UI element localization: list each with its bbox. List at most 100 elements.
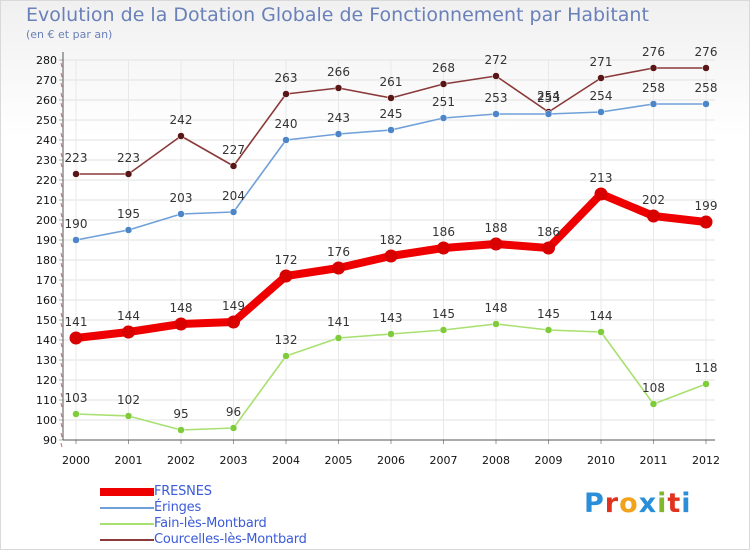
data-point	[122, 325, 135, 339]
data-label: 96	[226, 405, 241, 419]
legend-swatch	[100, 488, 154, 496]
data-point	[229, 162, 238, 170]
data-label: 145	[432, 307, 455, 321]
data-point	[702, 380, 710, 388]
data-point	[702, 100, 710, 108]
data-label: 144	[117, 309, 140, 323]
data-label: 144	[590, 309, 613, 323]
axis-dash	[60, 112, 63, 118]
y-tick-label: 200	[36, 214, 57, 227]
data-point	[387, 126, 395, 134]
data-label: 148	[485, 301, 508, 315]
axis-dash	[60, 302, 63, 308]
data-point	[649, 64, 658, 72]
data-point	[387, 330, 395, 338]
x-tick-label: 2003	[220, 454, 248, 467]
x-tick-label: 2002	[167, 454, 195, 467]
x-tick-label: 2004	[272, 454, 300, 467]
axis-dash	[60, 322, 63, 328]
data-point	[597, 108, 605, 116]
x-tick-label: 2000	[62, 454, 90, 467]
data-point	[124, 226, 133, 234]
y-tick-label: 240	[36, 134, 57, 147]
y-tick-label: 190	[36, 234, 57, 247]
logo-letter: r	[604, 488, 620, 519]
data-point	[124, 412, 133, 420]
axis-dash	[60, 292, 63, 298]
axis-dash	[60, 132, 63, 138]
legend-label: Fain-lès-Montbard	[154, 516, 267, 531]
y-tick-label: 280	[36, 54, 57, 67]
axis-dash	[60, 122, 63, 128]
data-point	[124, 170, 133, 178]
data-label: 240	[275, 117, 298, 131]
y-tick-label: 220	[36, 174, 57, 187]
y-tick-label: 260	[36, 94, 57, 107]
axis-dash	[60, 232, 63, 238]
data-label: 276	[642, 45, 665, 59]
data-point	[334, 130, 343, 138]
data-point	[492, 320, 500, 328]
data-label: 261	[380, 75, 403, 89]
data-label: 176	[327, 245, 350, 259]
data-label: 95	[173, 407, 188, 421]
axis-dash	[60, 142, 63, 148]
legend-label: Éringes	[154, 500, 202, 515]
data-label: 143	[380, 311, 403, 325]
axis-dash	[60, 272, 63, 278]
data-label: 103	[65, 391, 88, 405]
data-point	[334, 84, 343, 92]
data-point	[542, 241, 555, 255]
axis-dash	[60, 392, 63, 398]
y-tick-label: 120	[36, 374, 57, 387]
data-point	[229, 208, 238, 216]
logo-letter: x	[638, 488, 658, 519]
data-point	[544, 326, 553, 334]
data-point	[649, 400, 658, 408]
data-point	[649, 100, 658, 108]
axis-dash	[60, 62, 63, 68]
axis-dash	[60, 92, 63, 98]
axis-dash	[60, 352, 63, 358]
axis-dash	[60, 192, 63, 198]
data-point	[489, 237, 503, 251]
data-label: 188	[485, 221, 508, 235]
data-point	[177, 132, 185, 140]
x-tick-label: 2008	[482, 454, 510, 467]
data-label: 242	[170, 113, 193, 127]
chart-title: Evolution de la Dotation Globale de Fonc…	[26, 4, 649, 26]
data-label: 268	[432, 61, 455, 75]
data-label: 145	[537, 307, 560, 321]
data-point	[282, 90, 290, 98]
axis-dash	[60, 82, 63, 88]
data-label: 141	[327, 315, 350, 329]
legend-swatch	[100, 523, 154, 525]
data-label: 195	[117, 207, 140, 221]
data-point	[229, 424, 238, 432]
y-tick-label: 140	[36, 334, 57, 347]
data-label: 118	[695, 361, 718, 375]
data-label: 266	[327, 65, 350, 79]
x-tick-label: 2001	[115, 454, 143, 467]
axis-dash	[60, 422, 63, 428]
data-label: 199	[695, 199, 718, 213]
data-point	[699, 215, 713, 229]
data-label: 263	[275, 71, 298, 85]
data-point	[384, 249, 398, 263]
data-point	[439, 114, 448, 122]
data-label: 253	[485, 91, 508, 105]
y-tick-label: 170	[36, 274, 57, 287]
y-tick-label: 230	[36, 154, 57, 167]
axis-dash	[60, 282, 63, 288]
data-point	[227, 315, 240, 329]
data-label: 253	[537, 91, 560, 105]
y-tick-label: 150	[36, 314, 57, 327]
data-point	[702, 64, 710, 72]
data-label: 182	[380, 233, 403, 247]
data-point	[177, 426, 185, 434]
axis-dash	[60, 332, 63, 338]
data-label: 108	[642, 381, 665, 395]
data-label: 254	[590, 89, 613, 103]
data-point	[544, 110, 553, 118]
